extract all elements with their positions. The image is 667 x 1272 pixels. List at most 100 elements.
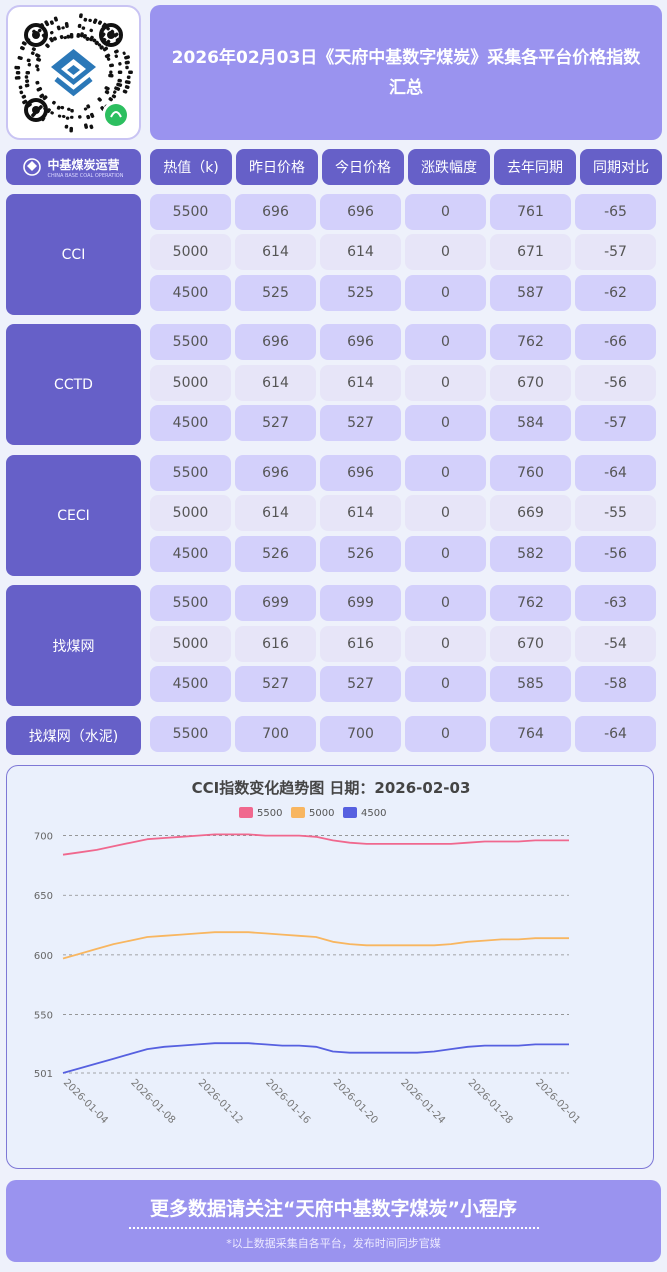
- x-tick-label-2026-01-12: 2026-01-12: [196, 1077, 245, 1126]
- group-label-cci: CCI: [6, 194, 141, 315]
- table-cell: 699: [235, 585, 316, 621]
- chart-title: CCI指数变化趋势图 日期：2026-02-03: [192, 779, 471, 797]
- table-cell: 5500: [150, 455, 231, 491]
- table-cell: 527: [320, 666, 401, 702]
- legend-label-5500: 5500: [257, 808, 282, 819]
- table-cell: 670: [490, 626, 571, 662]
- table-cell: 0: [405, 234, 486, 270]
- table-cell: 0: [405, 324, 486, 360]
- y-tick-label-550: 550: [34, 1011, 53, 1022]
- table-cell: 0: [405, 585, 486, 621]
- table-cell: 527: [235, 666, 316, 702]
- column-header-calorific: 热值（k): [150, 149, 232, 185]
- x-tick-label-2026-01-28: 2026-01-28: [466, 1077, 515, 1126]
- table-cell: -64: [575, 716, 656, 752]
- table-cell: -57: [575, 234, 656, 270]
- table-cell: 0: [405, 666, 486, 702]
- table-cell: 0: [405, 455, 486, 491]
- table-cell: 0: [405, 365, 486, 401]
- x-tick-label-2026-01-24: 2026-01-24: [398, 1077, 447, 1126]
- table-cell: 614: [235, 234, 316, 270]
- brand-logo: 中基煤炭运营 CHINA BASE COAL OPERATION: [6, 149, 141, 185]
- table-cell: -56: [575, 365, 656, 401]
- table-cell: 700: [235, 716, 316, 752]
- table-cell: 614: [320, 234, 401, 270]
- table-cell: -58: [575, 666, 656, 702]
- table-cell: 761: [490, 194, 571, 230]
- mini-program-qr-code[interactable]: [6, 5, 141, 140]
- table-cell: 762: [490, 324, 571, 360]
- x-tick-label-2026-01-16: 2026-01-16: [263, 1077, 312, 1126]
- table-cell: -66: [575, 324, 656, 360]
- footer-banner[interactable]: 更多数据请关注“天府中基数字煤炭”小程序 *以上数据采集自各平台，发布时间同步官…: [6, 1180, 661, 1262]
- table-cell: 5000: [150, 234, 231, 270]
- footer-divider: [128, 1227, 539, 1229]
- y-tick-label-650: 650: [34, 891, 53, 902]
- table-cell: -56: [575, 536, 656, 572]
- table-cell: 5500: [150, 194, 231, 230]
- table-cell: 585: [490, 666, 571, 702]
- table-cell: 0: [405, 495, 486, 531]
- column-header-yoy: 同期对比: [580, 149, 662, 185]
- table-cell: -63: [575, 585, 656, 621]
- table-cell: 764: [490, 716, 571, 752]
- table-cell: -55: [575, 495, 656, 531]
- x-tick-label-2026-01-20: 2026-01-20: [331, 1077, 380, 1126]
- legend-swatch-4500: [343, 807, 357, 818]
- table-cell: 5500: [150, 324, 231, 360]
- table-cell: 4500: [150, 536, 231, 572]
- x-tick-label-2026-01-08: 2026-01-08: [128, 1077, 177, 1126]
- footer-main-text: 更多数据请关注“天府中基数字煤炭”小程序: [150, 1198, 517, 1220]
- table-cell: 614: [320, 365, 401, 401]
- brand-logo-text: 中基煤炭运营: [47, 157, 120, 172]
- y-tick-label-700: 700: [34, 832, 53, 843]
- table-cell: 700: [320, 716, 401, 752]
- legend-swatch-5000: [291, 807, 305, 818]
- table-cell: -64: [575, 455, 656, 491]
- table-cell: -54: [575, 626, 656, 662]
- table-cell: 696: [235, 194, 316, 230]
- legend-swatch-5500: [239, 807, 253, 818]
- table-cell: 614: [235, 365, 316, 401]
- column-header-yesterday: 昨日价格: [236, 149, 318, 185]
- table-cell: 760: [490, 455, 571, 491]
- table-cell: 5000: [150, 495, 231, 531]
- page-title: 2026年02月03日《天府中基数字煤炭》采集各平台价格指数汇总: [150, 5, 662, 140]
- table-cell: 5000: [150, 365, 231, 401]
- legend-label-5000: 5000: [309, 808, 334, 819]
- table-cell: 525: [235, 275, 316, 311]
- table-cell: 4500: [150, 666, 231, 702]
- brand-logo-icon: [23, 158, 42, 176]
- table-cell: 0: [405, 194, 486, 230]
- table-cell: 762: [490, 585, 571, 621]
- table-cell: 696: [235, 324, 316, 360]
- table-cell: 526: [320, 536, 401, 572]
- table-cell: 525: [320, 275, 401, 311]
- table-cell: 582: [490, 536, 571, 572]
- brand-logo-subtext: CHINA BASE COAL OPERATION: [47, 172, 124, 179]
- table-cell: 696: [235, 455, 316, 491]
- mini-program-icon: [105, 104, 127, 126]
- page-title-text: 2026年02月03日《天府中基数字煤炭》采集各平台价格指数汇总: [171, 47, 641, 98]
- app-logo-icon: [51, 49, 96, 97]
- table-cell: -57: [575, 405, 656, 441]
- table-cell: 616: [320, 626, 401, 662]
- table-cell: 0: [405, 716, 486, 752]
- table-cell: 587: [490, 275, 571, 311]
- table-cell: 669: [490, 495, 571, 531]
- table-cell: -62: [575, 275, 656, 311]
- table-cell: 4500: [150, 275, 231, 311]
- table-cell: 0: [405, 626, 486, 662]
- table-cell: 614: [320, 495, 401, 531]
- y-tick-label-600: 600: [34, 951, 53, 962]
- column-header-last-year: 去年同期: [494, 149, 576, 185]
- table-cell: 696: [320, 194, 401, 230]
- legend-label-4500: 4500: [361, 808, 386, 819]
- table-cell: 5000: [150, 626, 231, 662]
- table-cell: 584: [490, 405, 571, 441]
- table-cell: 696: [320, 455, 401, 491]
- table-cell: 527: [235, 405, 316, 441]
- table-cell: 699: [320, 585, 401, 621]
- table-cell: 527: [320, 405, 401, 441]
- column-header-today: 今日价格: [322, 149, 404, 185]
